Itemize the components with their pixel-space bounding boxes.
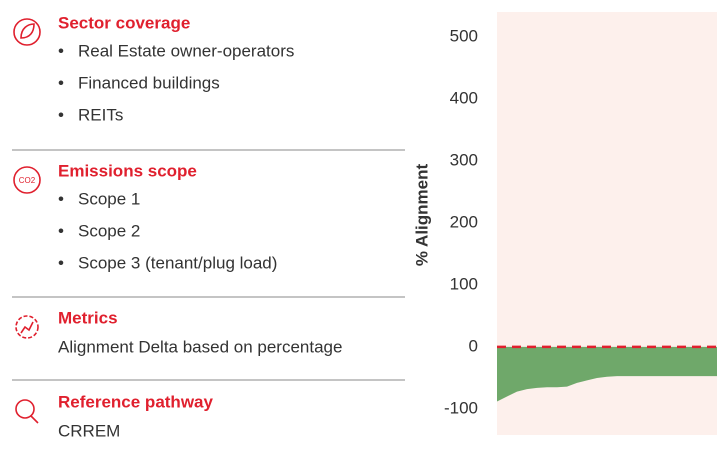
section-item: REITs — [78, 105, 123, 124]
y-tick-label: 100 — [450, 274, 478, 293]
co2-icon — [13, 166, 41, 194]
icons: CO2 — [13, 18, 41, 424]
bullet: • — [58, 105, 64, 124]
section-title: Emissions scope — [58, 161, 197, 180]
y-tick-label: 300 — [450, 150, 478, 169]
search-icon-handle — [30, 415, 39, 424]
section-item: Scope 2 — [78, 221, 140, 240]
bullet: • — [58, 253, 64, 272]
leaf-icon-shape — [20, 23, 35, 39]
bullet: • — [58, 73, 64, 92]
metrics-icon — [15, 315, 39, 339]
alignment-area — [497, 346, 717, 402]
bullet: • — [58, 189, 64, 208]
section-item: Real Estate owner-operators — [78, 41, 294, 60]
section-title: Metrics — [58, 308, 118, 327]
y-tick-label: 400 — [450, 88, 478, 107]
metrics-icon-line — [20, 321, 34, 334]
y-axis-label: % Alignment — [412, 164, 431, 267]
section-item: Financed buildings — [78, 73, 220, 92]
section-title: Sector coverage — [58, 13, 190, 32]
section-text: CRREM — [58, 421, 120, 440]
section-item: Scope 3 (tenant/plug load) — [78, 253, 277, 272]
bullet: • — [58, 41, 64, 60]
y-tick-label: -100 — [444, 398, 478, 417]
section-text: Alignment Delta based on percentage — [58, 337, 342, 356]
y-tick-label: 0 — [469, 336, 478, 355]
search-icon — [15, 399, 35, 419]
section-item: Scope 1 — [78, 189, 140, 208]
y-tick-label: 500 — [450, 26, 478, 45]
y-tick-label: 200 — [450, 212, 478, 231]
section-title: Reference pathway — [58, 392, 213, 411]
leaf-icon — [13, 18, 41, 46]
bullet: • — [58, 221, 64, 240]
co2-icon-text: CO2 — [19, 176, 36, 185]
